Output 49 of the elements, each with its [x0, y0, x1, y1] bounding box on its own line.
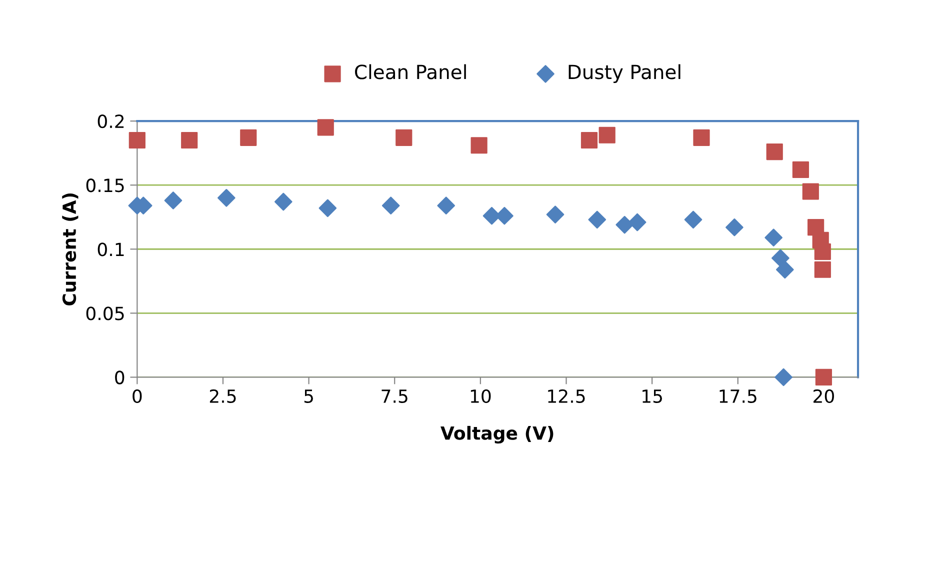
y-axis-title: Current (A)	[62, 193, 78, 306]
point	[764, 228, 782, 247]
x-tick-label: 10	[470, 389, 491, 403]
point	[128, 132, 146, 149]
x-tick-label: 12.5	[548, 389, 585, 403]
x-tick-label: 17.5	[720, 390, 756, 403]
y-tick-label: 0	[115, 370, 124, 384]
x-tick-label: 20	[814, 389, 834, 403]
point	[382, 196, 400, 214]
x-axis-title: Voltage (V)	[440, 426, 554, 444]
y-tick-label: 0.2	[98, 114, 124, 128]
point	[766, 143, 783, 160]
point	[396, 129, 412, 146]
point	[693, 129, 710, 146]
point	[317, 119, 334, 136]
point	[772, 249, 790, 268]
point	[814, 261, 831, 278]
point	[792, 161, 809, 178]
point	[546, 206, 564, 224]
point	[814, 243, 831, 260]
point	[240, 129, 257, 146]
x-tick-label: 15	[642, 390, 662, 403]
legend-label: Clean Panel	[355, 64, 466, 80]
x-tick-label: 5	[304, 390, 313, 403]
point	[776, 260, 794, 279]
point	[628, 213, 646, 232]
legend-label: Dusty Panel	[568, 64, 680, 84]
point	[181, 132, 198, 149]
point	[164, 192, 182, 210]
x-tick-label: 0	[132, 389, 142, 403]
point	[684, 210, 702, 229]
y-tick-label: 0.1	[98, 242, 124, 256]
point	[580, 132, 598, 149]
point	[437, 196, 456, 214]
point	[616, 216, 634, 234]
y-tick-label: 0.05	[86, 306, 124, 320]
x-tick-label: 2.5	[210, 389, 236, 403]
point	[815, 368, 832, 386]
point	[318, 199, 337, 218]
point	[470, 137, 488, 154]
point	[598, 126, 616, 144]
point	[218, 188, 236, 207]
point	[802, 183, 819, 200]
point	[588, 210, 606, 229]
y-tick-label: 0.15	[86, 178, 124, 192]
point	[726, 218, 744, 236]
point	[274, 192, 292, 211]
point	[774, 368, 792, 386]
x-tick-label: 7.5	[382, 390, 408, 403]
